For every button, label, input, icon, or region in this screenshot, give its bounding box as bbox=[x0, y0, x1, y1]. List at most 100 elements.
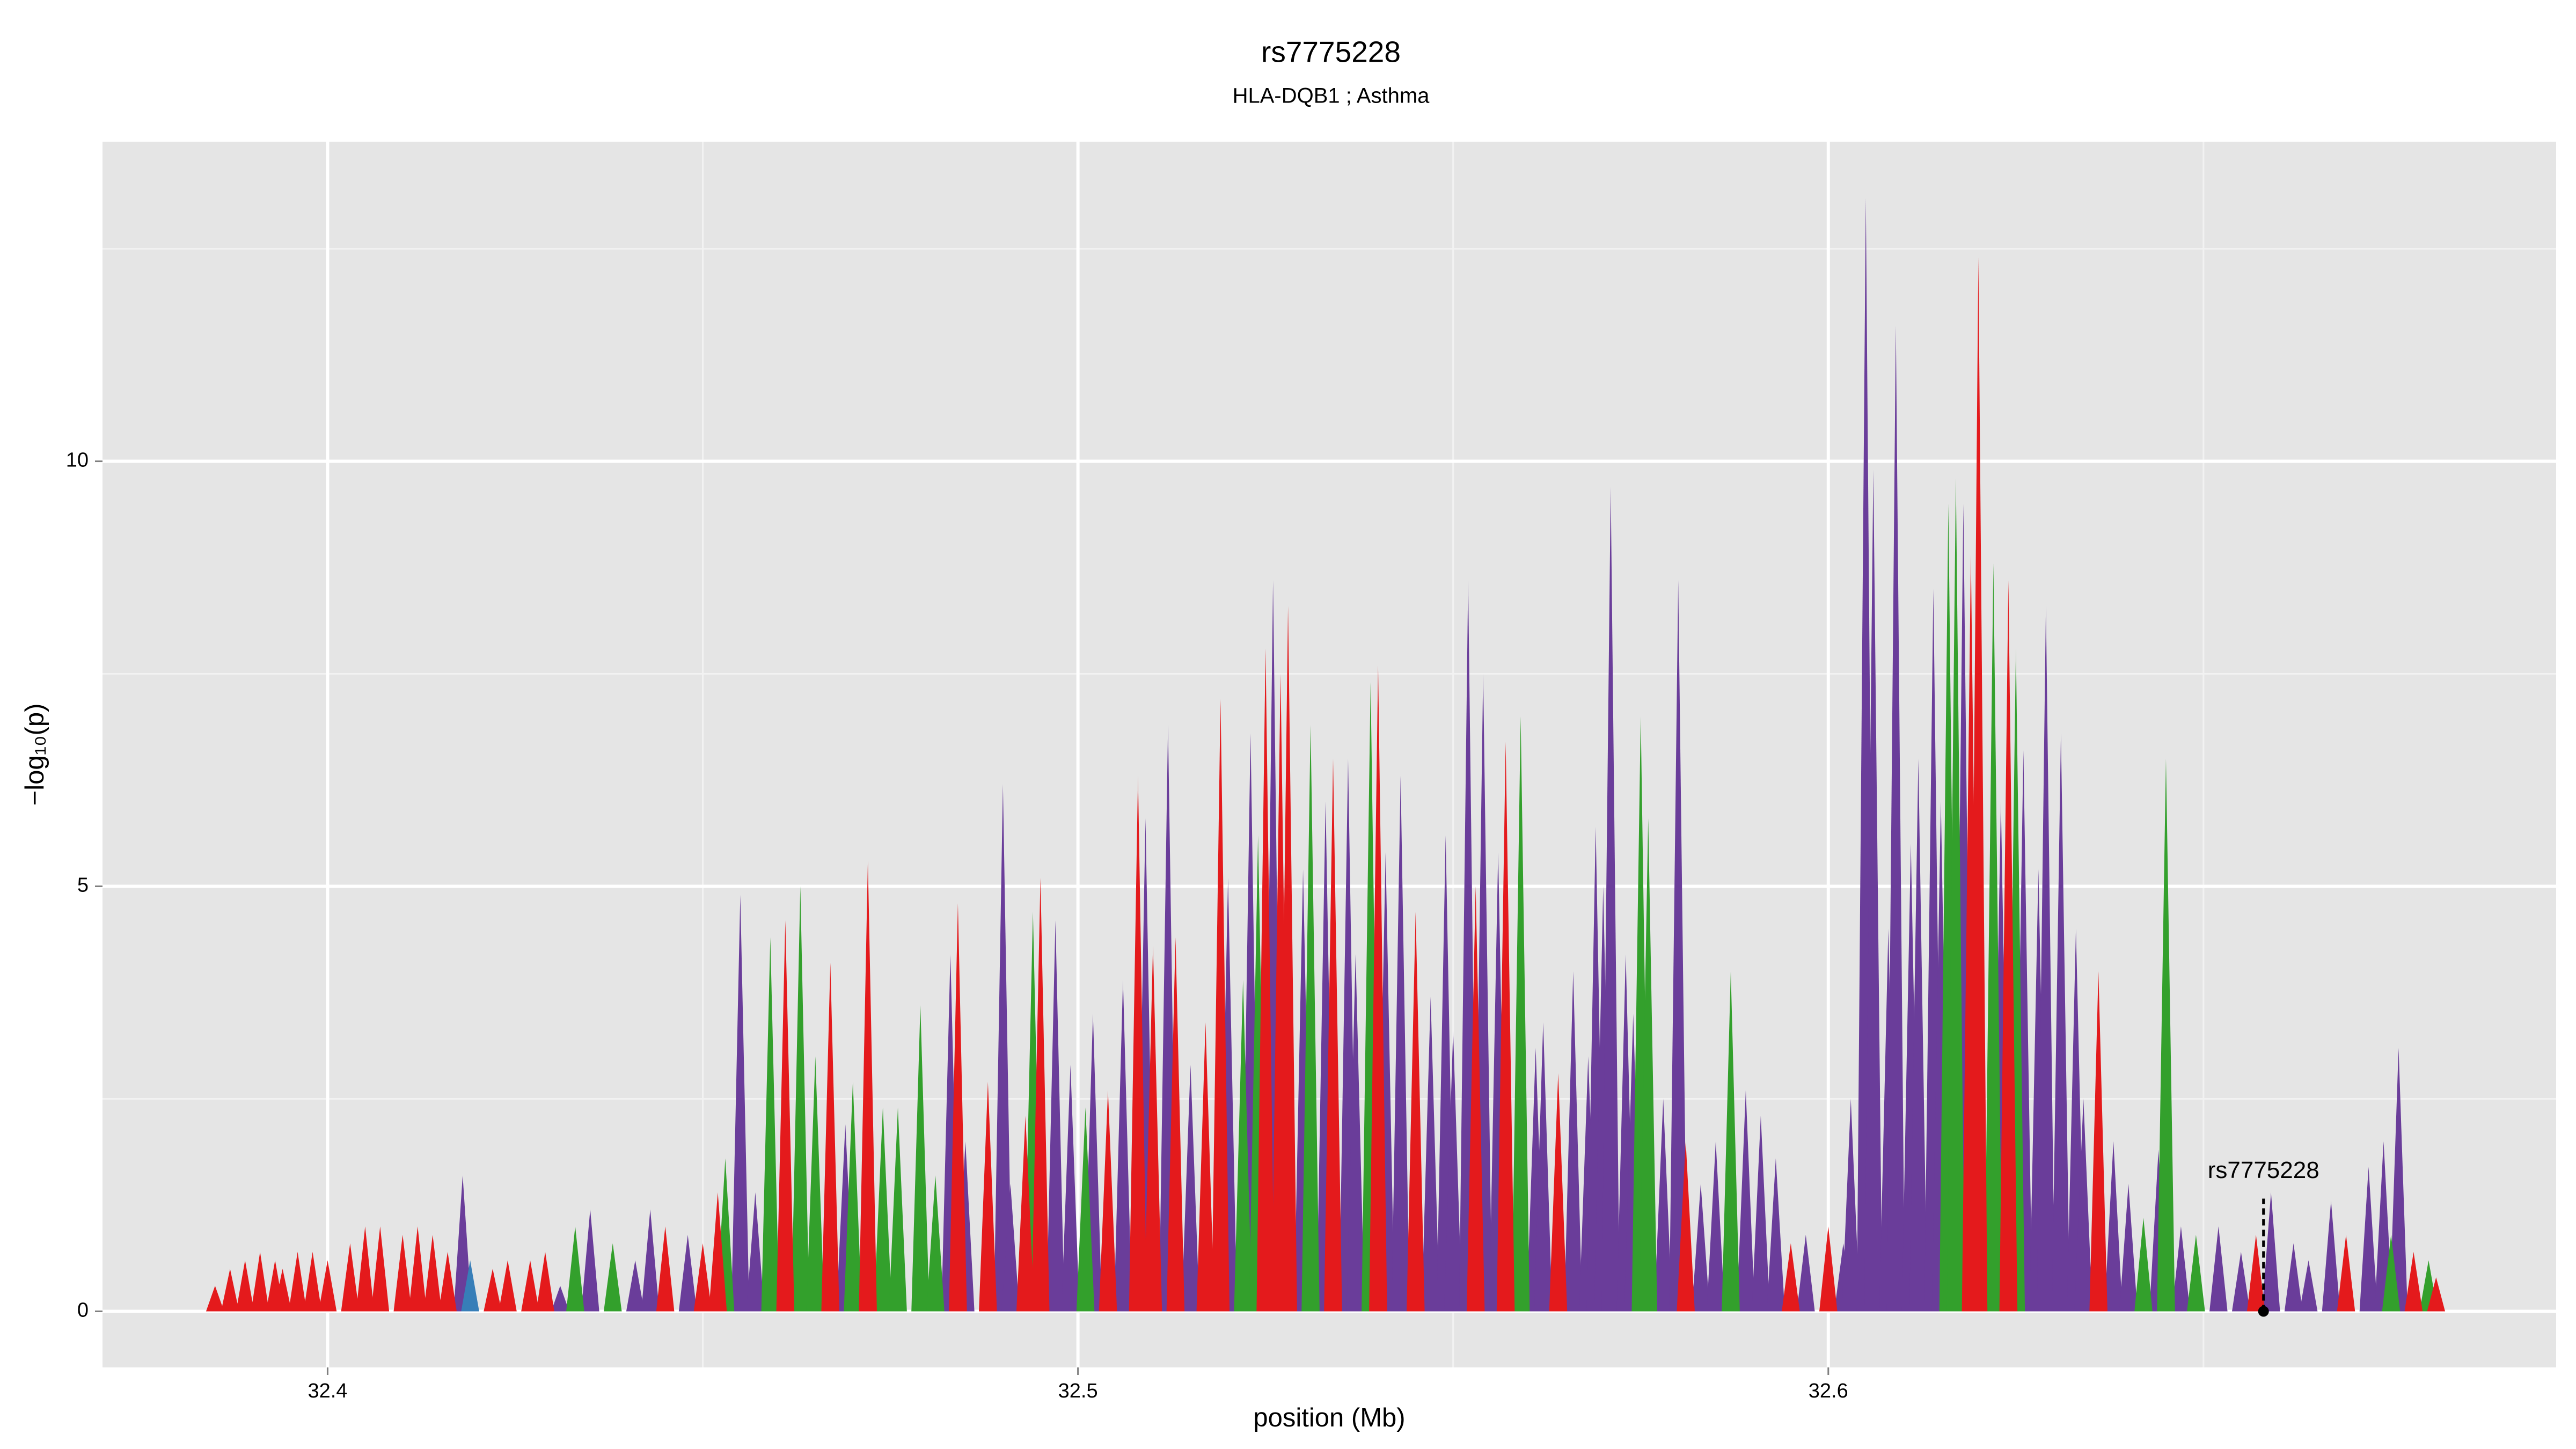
spike bbox=[1782, 1243, 1800, 1312]
spike bbox=[1984, 563, 2003, 1312]
spike bbox=[1534, 1022, 1553, 1312]
spike bbox=[1016, 1116, 1035, 1312]
spike bbox=[288, 1252, 307, 1312]
spike bbox=[693, 1243, 712, 1312]
spike bbox=[1466, 886, 1485, 1312]
spike bbox=[1046, 920, 1065, 1312]
spike bbox=[2231, 1252, 2250, 1312]
spike bbox=[1346, 954, 1365, 1312]
spike bbox=[318, 1260, 337, 1312]
spike bbox=[1324, 758, 1342, 1312]
spike bbox=[1234, 979, 1252, 1312]
spike bbox=[641, 1209, 660, 1312]
annotation-label: rs7775228 bbox=[2208, 1157, 2319, 1183]
spike bbox=[1969, 257, 1988, 1312]
spike bbox=[791, 886, 810, 1312]
spike bbox=[1819, 1226, 1838, 1312]
spike bbox=[1511, 716, 1530, 1312]
spike bbox=[2389, 1048, 2408, 1312]
spike bbox=[206, 1285, 224, 1312]
spike bbox=[356, 1226, 375, 1312]
spike bbox=[1752, 1116, 1770, 1312]
spike bbox=[1166, 937, 1185, 1312]
spike bbox=[1076, 1107, 1095, 1312]
spike bbox=[536, 1252, 554, 1312]
x-axis-title: position (Mb) bbox=[1253, 1403, 1405, 1432]
spike bbox=[2284, 1243, 2303, 1312]
spike bbox=[761, 937, 780, 1312]
spike bbox=[566, 1226, 584, 1312]
spike bbox=[1564, 971, 1583, 1312]
y-tick-label: 10 bbox=[66, 449, 89, 472]
spike bbox=[1392, 775, 1410, 1312]
spike bbox=[581, 1209, 599, 1312]
x-tick-label: 32.4 bbox=[308, 1380, 347, 1402]
spike bbox=[408, 1226, 427, 1312]
spike bbox=[1864, 470, 1883, 1312]
spike bbox=[1737, 1090, 1755, 1312]
spike bbox=[2172, 1226, 2190, 1312]
y-axis-title: −log₁₀(p) bbox=[20, 704, 49, 806]
spike bbox=[1707, 1141, 1725, 1312]
spike bbox=[1549, 1073, 1568, 1312]
spike bbox=[1601, 487, 1620, 1312]
spike bbox=[626, 1260, 645, 1312]
spike bbox=[273, 1269, 292, 1312]
spike bbox=[1886, 325, 1905, 1312]
spike bbox=[438, 1252, 457, 1312]
spike bbox=[221, 1269, 239, 1312]
spike bbox=[1909, 758, 1928, 1312]
spike bbox=[1031, 877, 1050, 1312]
spike bbox=[1099, 1090, 1117, 1312]
spike bbox=[1841, 1099, 1860, 1312]
spike bbox=[251, 1252, 269, 1312]
spike bbox=[1001, 1183, 1020, 1312]
spike bbox=[1421, 997, 1440, 1312]
spike bbox=[1369, 665, 1387, 1312]
spike bbox=[731, 895, 750, 1312]
spike bbox=[2337, 1234, 2355, 1312]
spike bbox=[979, 1081, 997, 1312]
spike bbox=[1407, 912, 1425, 1312]
spike bbox=[2119, 1183, 2138, 1312]
spike bbox=[1196, 1022, 1215, 1312]
spike bbox=[603, 1243, 622, 1312]
spike bbox=[2134, 1218, 2153, 1312]
spike bbox=[551, 1285, 569, 1312]
spike bbox=[521, 1260, 539, 1312]
spike bbox=[1279, 605, 1297, 1312]
spike bbox=[1677, 1141, 1695, 1312]
spike bbox=[499, 1260, 517, 1312]
spike bbox=[859, 860, 877, 1312]
spike bbox=[844, 1081, 862, 1312]
y-tick-label: 5 bbox=[77, 874, 89, 897]
spike bbox=[2382, 1234, 2401, 1312]
spike bbox=[806, 1056, 825, 1312]
spike bbox=[949, 903, 967, 1312]
spike bbox=[2074, 1099, 2092, 1312]
spike bbox=[1211, 699, 1230, 1312]
spike bbox=[1444, 1030, 1462, 1312]
y-tick-label: 0 bbox=[77, 1299, 89, 1321]
spike bbox=[2262, 1192, 2280, 1312]
spike bbox=[484, 1269, 502, 1312]
spike bbox=[821, 963, 839, 1312]
spike bbox=[994, 784, 1012, 1312]
spike bbox=[236, 1260, 254, 1312]
spike bbox=[889, 1107, 907, 1312]
spike bbox=[2246, 1234, 2265, 1312]
spike bbox=[2209, 1226, 2228, 1312]
spike bbox=[2052, 733, 2070, 1312]
chart-subtitle: HLA-DQB1 ; Asthma bbox=[1233, 84, 1430, 108]
spike bbox=[708, 1192, 727, 1312]
spike bbox=[926, 1175, 945, 1312]
spike bbox=[1767, 1158, 1785, 1312]
marks: rs7775228 bbox=[206, 197, 2446, 1317]
spike bbox=[678, 1234, 697, 1312]
spike bbox=[1692, 1183, 1710, 1312]
chart-title: rs7775228 bbox=[1261, 35, 1401, 69]
spike bbox=[2187, 1234, 2205, 1312]
spike bbox=[2037, 605, 2055, 1312]
spike bbox=[341, 1243, 360, 1312]
